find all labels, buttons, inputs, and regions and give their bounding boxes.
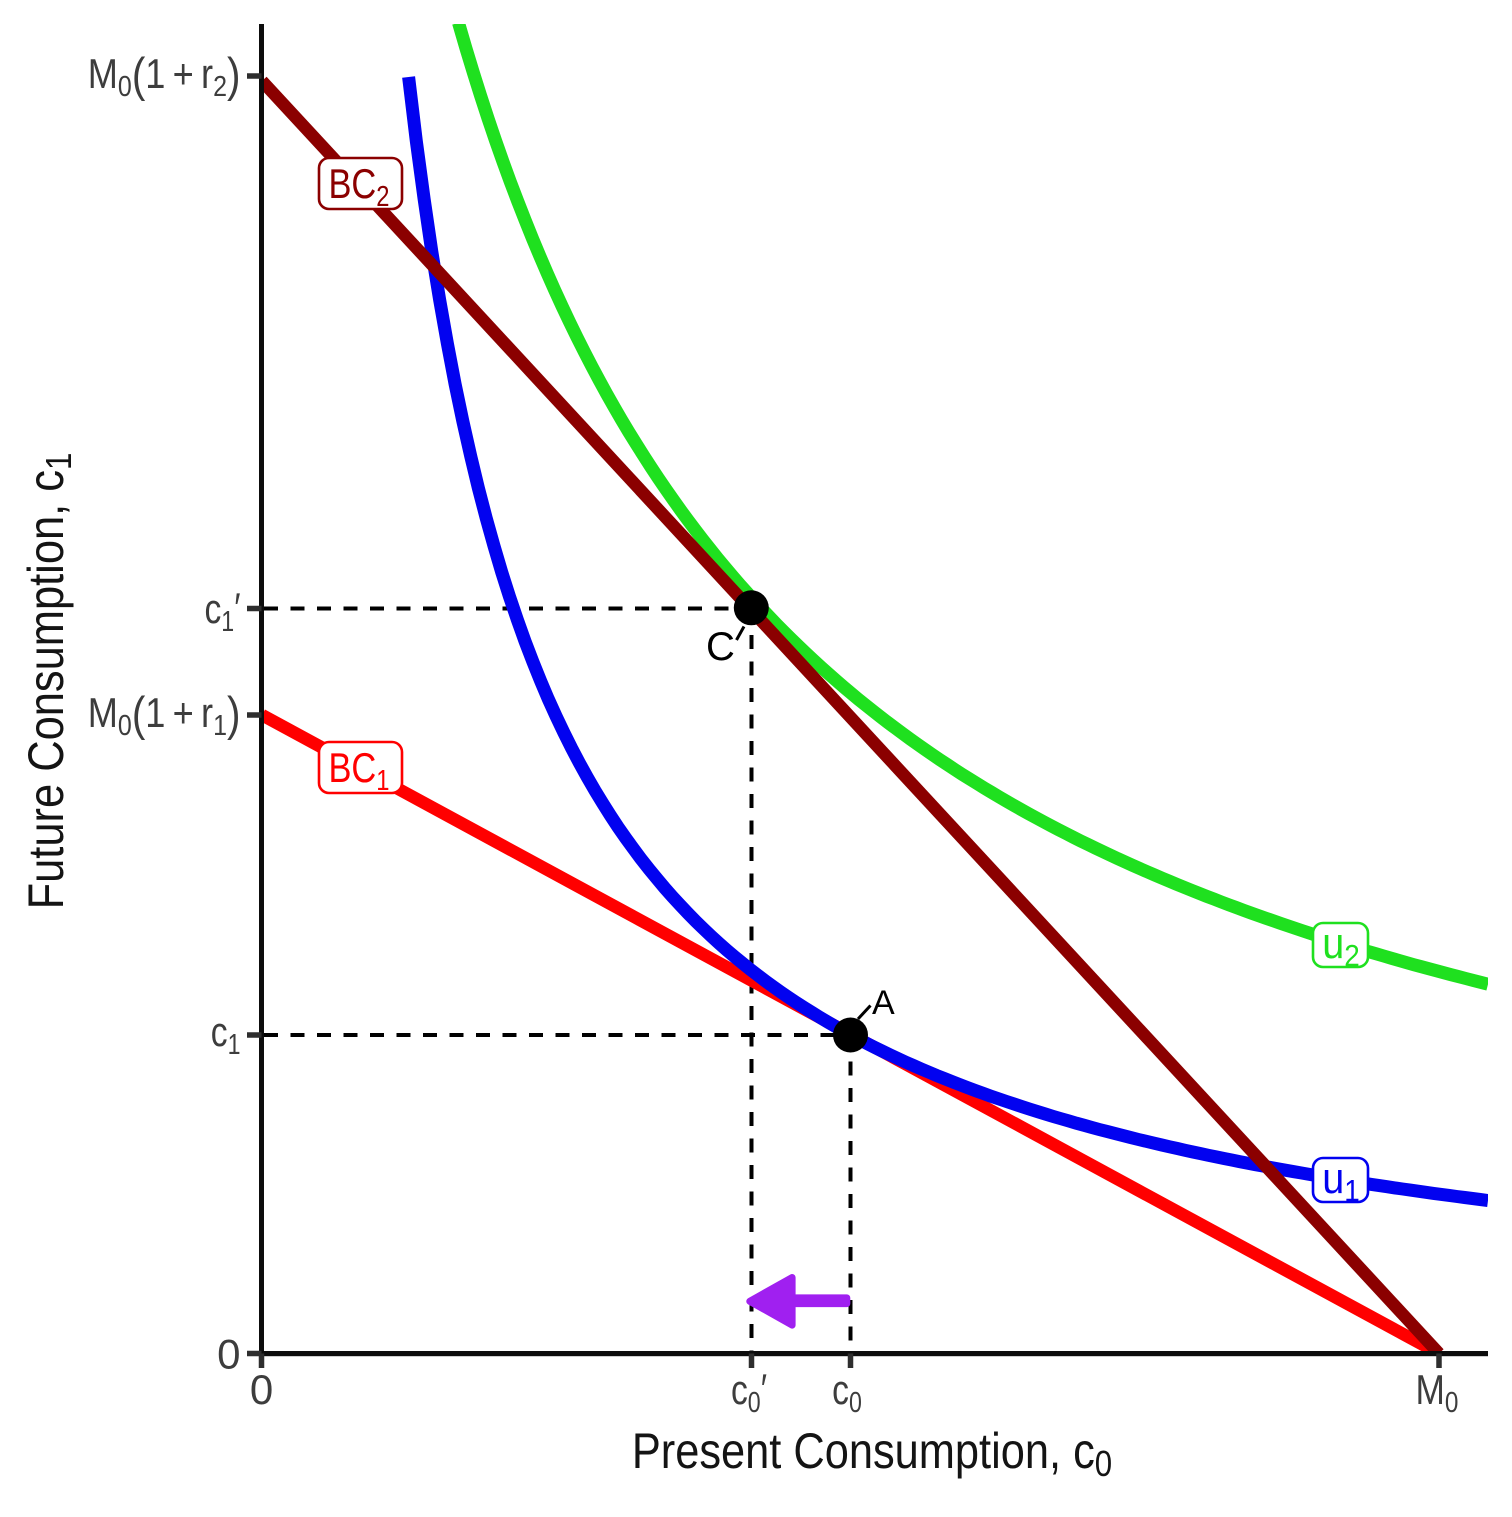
- svg-text:0: 0: [250, 1366, 273, 1413]
- svg-text:0: 0: [217, 1331, 240, 1378]
- svg-text:A: A: [872, 984, 895, 1022]
- svg-text:BC2​: BC2​: [328, 161, 389, 213]
- svg-text:Present Consumption, c0​: Present Consumption, c0​: [632, 1423, 1112, 1484]
- svg-text:M0​(​1 + r2​)​: M0​(​1 + r2​)​: [88, 49, 241, 102]
- svg-text:BC1​: BC1​: [328, 745, 389, 797]
- svg-text:Future Consumption, c1​: Future Consumption, c1​: [18, 453, 79, 910]
- svg-text:c1​: c1​: [211, 1010, 241, 1061]
- svg-text:M0​(​1 + r1​)​: M0​(​1 + r1​)​: [88, 688, 241, 741]
- svg-text:c0​′​: c0​′​: [731, 1367, 767, 1419]
- svg-text:u2​: u2​: [1322, 918, 1360, 973]
- svg-text:u1​: u1​: [1322, 1153, 1360, 1208]
- svg-text:c0​: c0​: [832, 1368, 862, 1419]
- svg-text:M0​: M0​: [1416, 1367, 1459, 1418]
- svg-text:C: C: [706, 625, 735, 669]
- svg-text:c1​′​: c1​′​: [204, 586, 240, 638]
